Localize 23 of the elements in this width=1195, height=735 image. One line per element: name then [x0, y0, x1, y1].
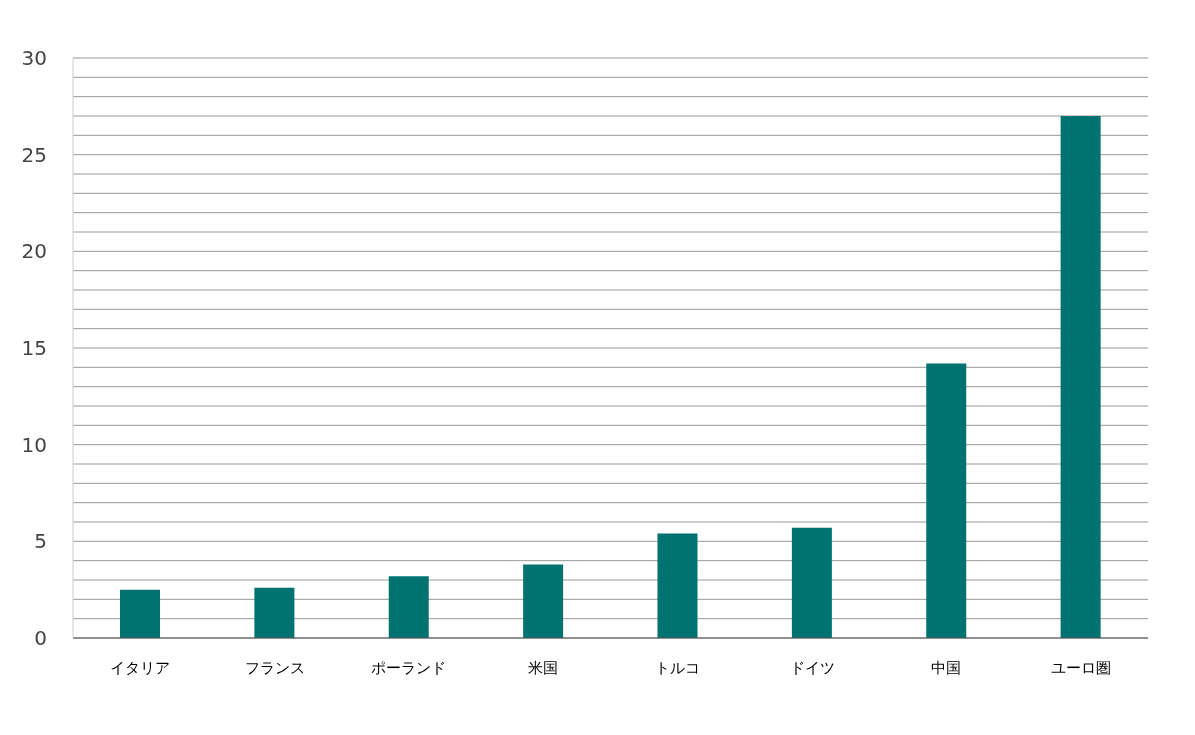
bar	[926, 363, 967, 638]
y-tick-label: 30	[21, 46, 47, 71]
x-tick-label: ユーロ圏	[1050, 658, 1111, 677]
y-tick-label: 10	[21, 432, 47, 457]
y-tick-label: 25	[21, 142, 47, 167]
bar	[120, 589, 160, 638]
bar	[254, 587, 295, 638]
y-tick-label: 15	[21, 336, 47, 361]
y-tick-label: 0	[34, 626, 47, 651]
x-tick-label: 米国	[528, 658, 559, 677]
bar	[388, 576, 429, 638]
x-tick-label: トルコ	[655, 658, 701, 677]
bar	[791, 527, 832, 638]
bar	[1060, 116, 1101, 638]
bar	[523, 564, 564, 638]
x-tick-label: 中国	[931, 658, 962, 677]
x-tick-label: イタリア	[110, 658, 171, 677]
x-tick-label: ドイツ	[789, 658, 835, 677]
x-tick-label: ポーランド	[371, 658, 447, 677]
bar	[657, 533, 698, 638]
x-tick-label: フランス	[244, 658, 305, 677]
y-tick-label: 5	[34, 529, 47, 554]
y-tick-label: 20	[21, 239, 47, 264]
